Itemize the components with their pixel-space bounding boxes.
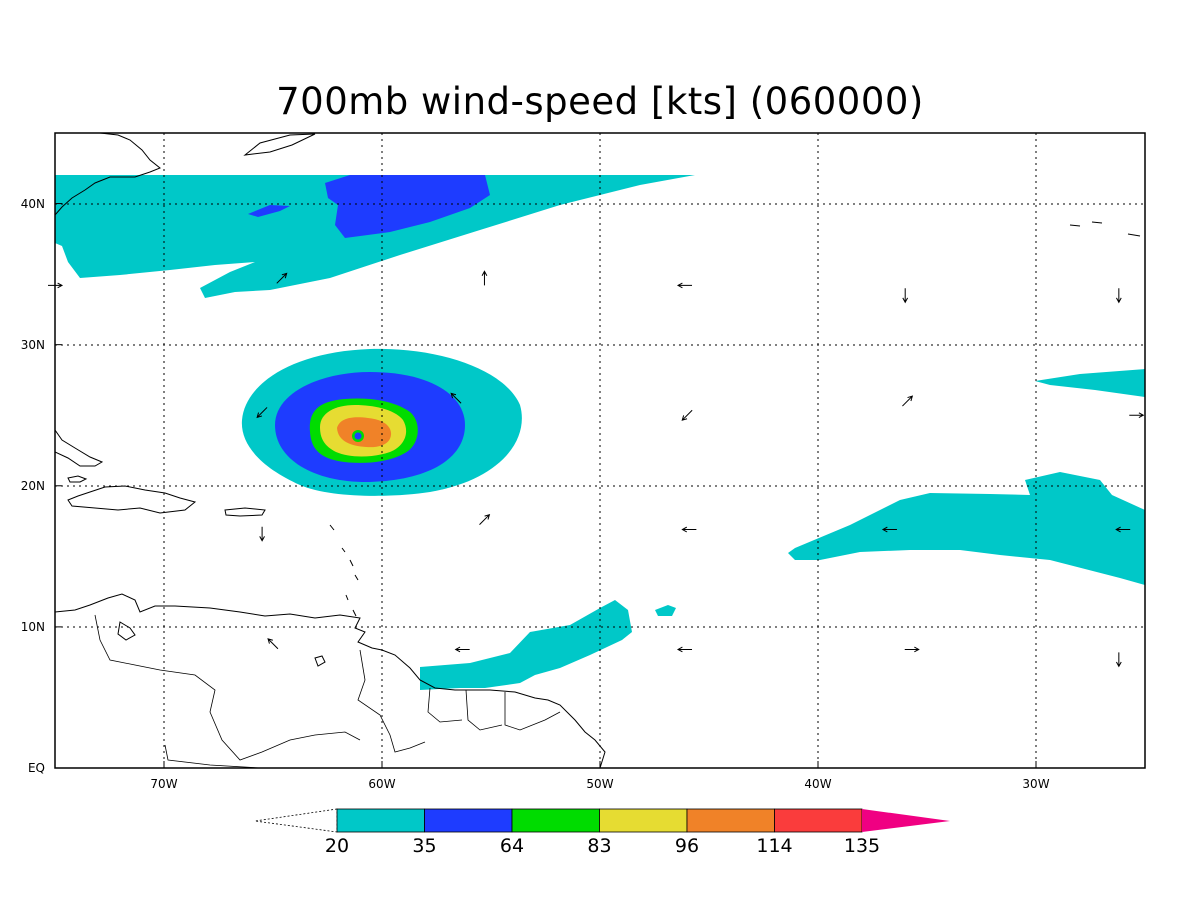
axis-ticks (55, 203, 1037, 769)
wind-vector-arrow (681, 409, 693, 421)
x-tick-label: 50W (586, 777, 613, 791)
coastline-jamaica (67, 475, 88, 483)
coastline-nova-scotia (243, 133, 316, 156)
coastline-azores (1069, 221, 1141, 237)
wind-vector-arrow (1115, 526, 1131, 533)
coastline-lesser-antilles (329, 524, 359, 617)
colorbar-lower-extend (254, 808, 338, 833)
contour-20-coast-band (420, 600, 632, 690)
wind-vector-arrow (276, 272, 288, 284)
wind-vector-arrow (1116, 652, 1122, 668)
wind-vector-arrow (479, 513, 491, 525)
contour-96-hurricane (337, 417, 392, 448)
y-tick-label: 10N (21, 620, 45, 634)
wind-vectors (48, 270, 1145, 668)
coastline-cuba (55, 429, 104, 467)
coastline-trinidad (314, 655, 326, 667)
colorbar-level-label: 35 (412, 835, 436, 857)
x-tick-label: 60W (368, 777, 395, 791)
colorbar: 20 35 64 83 96 114 135 (254, 808, 950, 857)
wind-vector-arrow (676, 646, 693, 653)
wind-vector-arrow (681, 526, 697, 533)
wind-vector-arrow (267, 638, 279, 650)
wind-vector-arrow (256, 407, 268, 419)
y-tick-label: EQ (28, 761, 45, 775)
colorbar-level-label: 114 (756, 835, 792, 857)
shaded-contours (55, 175, 1145, 690)
coastline-lake-maracaibo (117, 621, 136, 641)
wind-vector-arrow (454, 646, 470, 653)
colorbar-upper-extend (862, 809, 950, 832)
wind-vector-arrow (881, 526, 897, 533)
contour-20-coast-islet (655, 605, 676, 616)
country-borders-south-america (94, 614, 561, 768)
wind-vector-arrow (902, 395, 914, 407)
wind-vector-arrow (902, 288, 909, 304)
x-tick-label: 30W (1022, 777, 1049, 791)
contour-35-north-patch (248, 205, 290, 217)
x-tick-label: 40W (804, 777, 831, 791)
contour-20-east-band (788, 472, 1145, 585)
contour-35-north-band (325, 175, 490, 238)
y-tick-label: 40N (21, 197, 45, 211)
coastlines (55, 133, 1141, 768)
contour-20-west-fragment (55, 176, 135, 196)
colorbar-level-label: 83 (587, 835, 611, 857)
contour-20-northeast-patch (1035, 369, 1145, 397)
y-tick-label: 20N (21, 479, 45, 493)
wind-vector-arrow (1129, 412, 1145, 419)
gridlines (55, 133, 1145, 768)
colorbar-swatch (599, 808, 688, 833)
colorbar-swatch (511, 808, 600, 833)
wind-vector-arrow (904, 646, 920, 653)
colorbar-swatch (336, 808, 425, 833)
wind-vector-arrow (676, 282, 693, 289)
coastline-south-america (55, 593, 606, 768)
contour-20-eye (354, 432, 362, 440)
colorbar-level-label: 64 (500, 835, 524, 857)
wind-vector-arrow (1116, 288, 1122, 304)
colorbar-level-label: 96 (675, 835, 699, 857)
wind-vector-arrow (481, 270, 488, 286)
map-title: 700mb wind-speed [kts] (060000) (276, 80, 924, 123)
colorbar-level-label: 20 (325, 835, 349, 857)
contour-20-north-band (55, 175, 695, 298)
x-tick-label: 70W (150, 777, 177, 791)
y-tick-label: 30N (21, 338, 45, 352)
colorbar-level-label: 135 (844, 835, 880, 857)
coastline-puerto-rico (224, 507, 266, 517)
coastline-new-england (55, 133, 161, 216)
colorbar-swatch (774, 808, 863, 833)
colorbar-swatch (424, 808, 513, 833)
wind-vector-arrow (259, 526, 265, 542)
coastline-hispaniola (67, 485, 197, 514)
colorbar-swatch (686, 808, 775, 833)
wind-vector-arrow (450, 392, 462, 404)
